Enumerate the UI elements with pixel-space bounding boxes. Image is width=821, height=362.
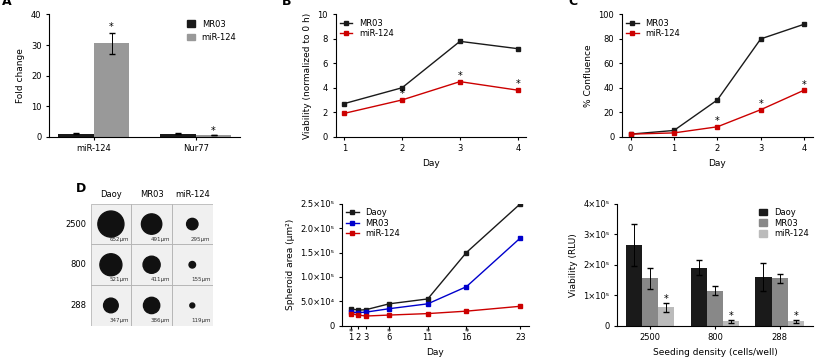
Bar bbox=[755, 277, 772, 326]
Bar bbox=[626, 245, 642, 326]
Bar bbox=[195, 135, 232, 136]
Text: 295μm: 295μm bbox=[191, 236, 211, 241]
Text: D: D bbox=[76, 181, 86, 194]
Text: A: A bbox=[2, 0, 11, 8]
Text: 491μm: 491μm bbox=[150, 236, 170, 241]
Text: 386μm: 386μm bbox=[150, 318, 170, 323]
Text: *: * bbox=[793, 311, 798, 321]
Y-axis label: Viability (normalized to 0 h): Viability (normalized to 0 h) bbox=[303, 12, 312, 139]
Text: 288: 288 bbox=[71, 301, 86, 310]
Text: *: * bbox=[802, 80, 806, 90]
Legend: MR03, miR-124: MR03, miR-124 bbox=[626, 19, 680, 38]
Circle shape bbox=[143, 256, 160, 273]
Text: 521μm: 521μm bbox=[110, 277, 129, 282]
Bar bbox=[723, 321, 739, 326]
Text: 411μm: 411μm bbox=[150, 277, 170, 282]
Text: 652μm: 652μm bbox=[110, 236, 129, 241]
Bar bbox=[131, 244, 172, 285]
Circle shape bbox=[186, 218, 198, 230]
Bar bbox=[160, 134, 195, 136]
Text: 119μm: 119μm bbox=[191, 318, 211, 323]
Text: C: C bbox=[568, 0, 578, 8]
Legend: MR03, miR-124: MR03, miR-124 bbox=[183, 16, 240, 45]
Bar bbox=[642, 278, 658, 326]
Bar bbox=[58, 134, 94, 136]
Bar bbox=[172, 244, 213, 285]
Bar bbox=[772, 278, 787, 326]
X-axis label: Day: Day bbox=[427, 348, 444, 357]
Y-axis label: Fold change: Fold change bbox=[16, 48, 25, 103]
Bar bbox=[131, 204, 172, 244]
Y-axis label: Viability (RLU): Viability (RLU) bbox=[569, 233, 577, 296]
Text: *: * bbox=[387, 328, 392, 337]
Bar bbox=[172, 204, 213, 244]
Y-axis label: Spheroid area (µm²): Spheroid area (µm²) bbox=[286, 219, 295, 310]
Bar bbox=[707, 291, 723, 326]
Circle shape bbox=[189, 261, 195, 268]
Text: *: * bbox=[425, 328, 430, 337]
Text: *: * bbox=[759, 99, 763, 109]
Circle shape bbox=[141, 214, 162, 234]
Bar bbox=[131, 285, 172, 326]
Text: Daoy: Daoy bbox=[100, 190, 122, 199]
Text: 347μm: 347μm bbox=[110, 318, 129, 323]
Bar bbox=[690, 268, 707, 326]
Bar bbox=[172, 285, 213, 326]
Bar bbox=[787, 321, 804, 326]
Circle shape bbox=[144, 297, 160, 313]
Circle shape bbox=[103, 298, 118, 313]
Bar bbox=[90, 204, 131, 244]
Text: *: * bbox=[715, 116, 720, 126]
Bar bbox=[94, 43, 130, 136]
Text: *: * bbox=[464, 328, 469, 337]
Y-axis label: % Confluence: % Confluence bbox=[584, 44, 593, 107]
Text: B: B bbox=[282, 0, 291, 8]
Text: *: * bbox=[457, 71, 462, 81]
Circle shape bbox=[98, 211, 124, 237]
Bar bbox=[658, 307, 675, 326]
Text: *: * bbox=[109, 22, 114, 32]
Legend: Daoy, MR03, miR-124: Daoy, MR03, miR-124 bbox=[759, 208, 809, 238]
Circle shape bbox=[100, 254, 122, 276]
X-axis label: Day: Day bbox=[422, 159, 440, 168]
X-axis label: Seeding density (cells/well): Seeding density (cells/well) bbox=[653, 348, 777, 357]
Legend: MR03, miR-124: MR03, miR-124 bbox=[340, 19, 393, 38]
Text: *: * bbox=[729, 311, 733, 321]
Text: *: * bbox=[516, 79, 521, 89]
Text: 2500: 2500 bbox=[66, 220, 86, 228]
Text: *: * bbox=[348, 328, 353, 337]
X-axis label: Day: Day bbox=[709, 159, 727, 168]
Circle shape bbox=[190, 303, 195, 308]
Text: miR-124: miR-124 bbox=[175, 190, 209, 199]
Text: MR03: MR03 bbox=[140, 190, 163, 199]
Text: *: * bbox=[400, 89, 405, 99]
Bar bbox=[90, 285, 131, 326]
Text: 800: 800 bbox=[71, 260, 86, 269]
Text: *: * bbox=[211, 126, 216, 136]
Bar bbox=[90, 244, 131, 285]
Text: 155μm: 155μm bbox=[191, 277, 211, 282]
Text: *: * bbox=[664, 294, 669, 304]
Legend: Daoy, MR03, miR-124: Daoy, MR03, miR-124 bbox=[346, 208, 400, 238]
